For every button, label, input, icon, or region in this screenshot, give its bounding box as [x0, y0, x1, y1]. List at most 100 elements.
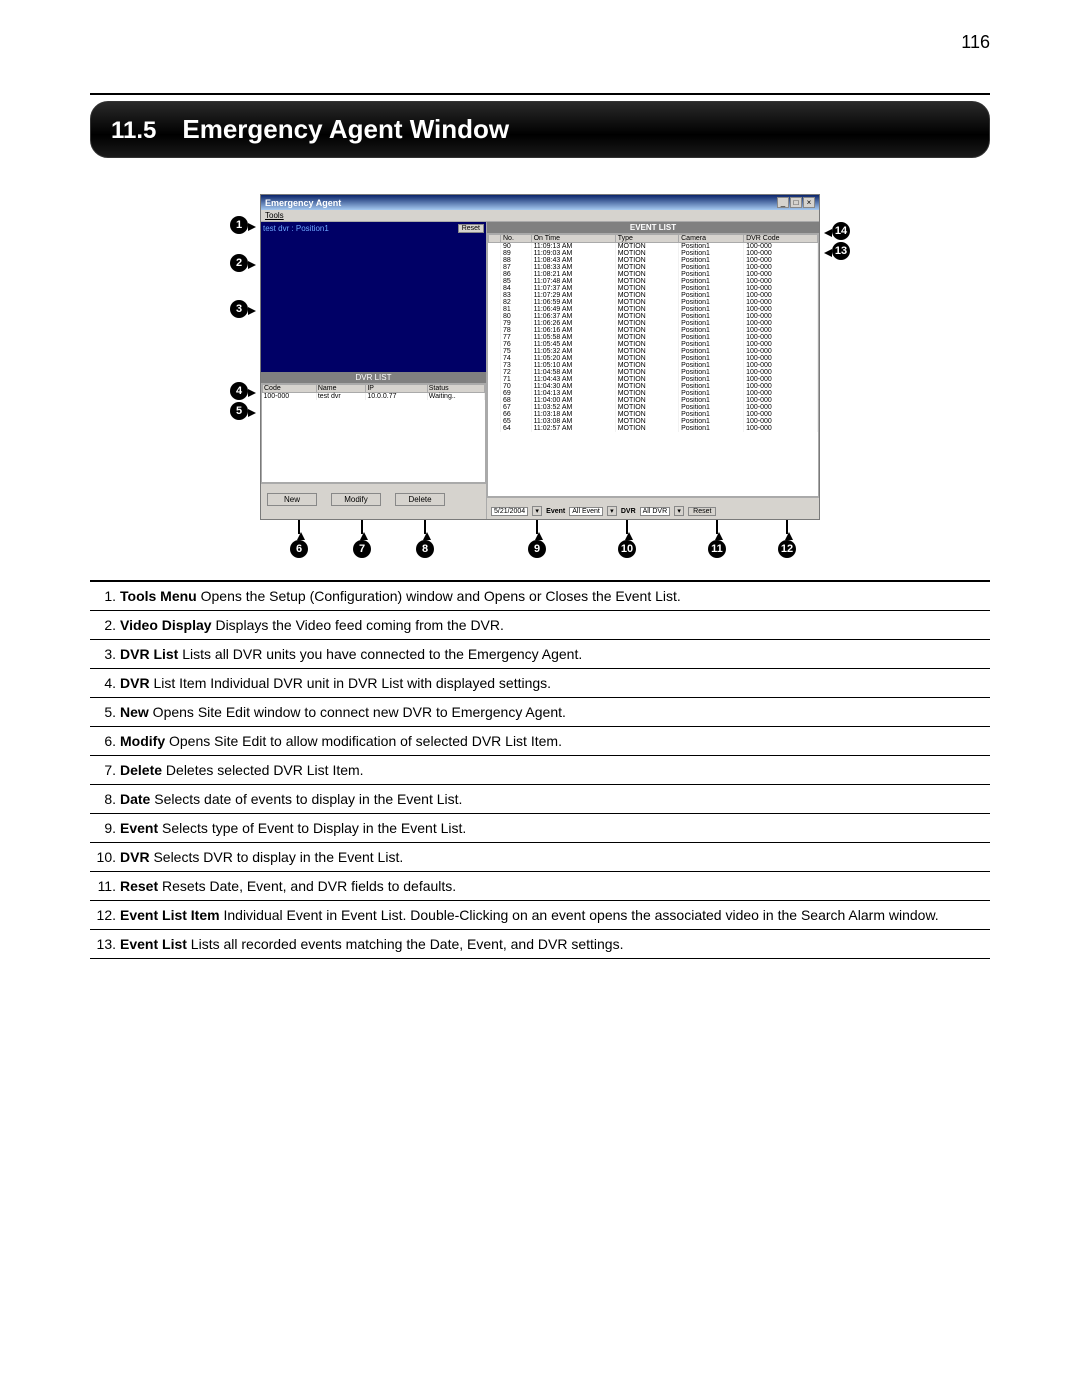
dvr-cell: test dvr [316, 393, 366, 401]
event-table-row[interactable]: 8511:07:48 AMMOTIONPosition1100-000 [489, 278, 818, 285]
event-cell [489, 404, 501, 411]
callout-7: 7 [353, 540, 371, 558]
modify-button[interactable]: Modify [331, 493, 381, 506]
event-cell: MOTION [615, 250, 678, 257]
event-table-row[interactable]: 7311:05:10 AMMOTIONPosition1100-000 [489, 362, 818, 369]
event-select[interactable]: All Event [569, 507, 603, 516]
event-cell: 100-000 [744, 285, 818, 292]
event-header-row: No. On Time Type Camera DVR Code [489, 235, 818, 243]
event-cell: 11:08:43 AM [531, 257, 615, 264]
event-cell: 100-000 [744, 397, 818, 404]
description-row: 11.Reset Resets Date, Event, and DVR fie… [90, 872, 990, 901]
dvr-dropdown-icon[interactable]: ▾ [674, 506, 684, 516]
app-window: Emergency Agent _ □ × Tools test dvr : P… [260, 194, 820, 520]
event-cell: 100-000 [744, 411, 818, 418]
event-cell: 90 [501, 243, 532, 251]
event-table-row[interactable]: 6711:03:52 AMMOTIONPosition1100-000 [489, 404, 818, 411]
description-number: 3. [90, 640, 120, 669]
event-table-row[interactable]: 8211:06:59 AMMOTIONPosition1100-000 [489, 299, 818, 306]
event-table-row[interactable]: 6411:02:57 AMMOTIONPosition1100-000 [489, 425, 818, 432]
event-cell: 100-000 [744, 341, 818, 348]
event-dropdown-icon[interactable]: ▾ [607, 506, 617, 516]
event-table-row[interactable]: 7811:06:16 AMMOTIONPosition1100-000 [489, 327, 818, 334]
event-table-row[interactable]: 7111:04:43 AMMOTIONPosition1100-000 [489, 376, 818, 383]
event-table-row[interactable]: 7711:05:58 AMMOTIONPosition1100-000 [489, 334, 818, 341]
description-text: DVR Selects DVR to display in the Event … [120, 843, 990, 872]
event-cell [489, 292, 501, 299]
event-table-row[interactable]: 8111:06:49 AMMOTIONPosition1100-000 [489, 306, 818, 313]
event-cell: Position1 [679, 376, 744, 383]
description-list: 1.Tools Menu Opens the Setup (Configurat… [90, 580, 990, 959]
left-pane: test dvr : Position1 Reset DVR LIST Code… [261, 222, 486, 519]
event-cell: 100-000 [744, 306, 818, 313]
event-cell: 85 [501, 278, 532, 285]
event-cell: MOTION [615, 362, 678, 369]
event-cell: Position1 [679, 397, 744, 404]
description-number: 12. [90, 901, 120, 930]
event-cell: 77 [501, 334, 532, 341]
event-cell: 11:02:57 AM [531, 425, 615, 432]
event-table-row[interactable]: 8411:07:37 AMMOTIONPosition1100-000 [489, 285, 818, 292]
description-term: New [120, 704, 149, 720]
date-field[interactable]: 5/21/2004 [491, 507, 528, 516]
event-cell: 11:04:00 AM [531, 397, 615, 404]
event-table-row[interactable]: 8011:06:37 AMMOTIONPosition1100-000 [489, 313, 818, 320]
event-cell [489, 397, 501, 404]
dvr-select[interactable]: All DVR [640, 507, 671, 516]
event-table-row[interactable]: 8311:07:29 AMMOTIONPosition1100-000 [489, 292, 818, 299]
description-row: 12.Event List Item Individual Event in E… [90, 901, 990, 930]
event-table-row[interactable]: 8711:08:33 AMMOTIONPosition1100-000 [489, 264, 818, 271]
event-cell: 11:04:43 AM [531, 376, 615, 383]
description-term: Event List [120, 936, 187, 952]
delete-button[interactable]: Delete [395, 493, 445, 506]
event-cell [489, 285, 501, 292]
callout-14: 14 [832, 222, 850, 240]
description-text: Video Display Displays the Video feed co… [120, 611, 990, 640]
event-cell: Position1 [679, 404, 744, 411]
event-table-row[interactable]: 6811:04:00 AMMOTIONPosition1100-000 [489, 397, 818, 404]
event-label: Event [546, 508, 565, 515]
reset-button[interactable]: Reset [688, 507, 716, 516]
minimize-icon[interactable]: _ [777, 197, 789, 208]
event-table-row[interactable]: 7611:05:45 AMMOTIONPosition1100-000 [489, 341, 818, 348]
event-cell [489, 411, 501, 418]
event-table-row[interactable]: 7511:05:32 AMMOTIONPosition1100-000 [489, 348, 818, 355]
tools-menu[interactable]: Tools [265, 211, 284, 220]
event-table-row[interactable]: 8611:08:21 AMMOTIONPosition1100-000 [489, 271, 818, 278]
event-table-row[interactable]: 8911:09:03 AMMOTIONPosition1100-000 [489, 250, 818, 257]
close-icon[interactable]: × [803, 197, 815, 208]
event-table-row[interactable]: 7211:04:58 AMMOTIONPosition1100-000 [489, 369, 818, 376]
description-term: DVR [120, 675, 150, 691]
section-number: 11.5 [111, 117, 156, 145]
video-reset-button[interactable]: Reset [458, 224, 484, 233]
event-cell: MOTION [615, 348, 678, 355]
event-cell: MOTION [615, 320, 678, 327]
event-table-row[interactable]: 7911:06:26 AMMOTIONPosition1100-000 [489, 320, 818, 327]
dvr-table-row[interactable]: 100-000 test dvr 10.0.0.77 Waiting.. [263, 393, 485, 401]
event-table-row[interactable]: 6611:03:18 AMMOTIONPosition1100-000 [489, 411, 818, 418]
event-cell: 72 [501, 369, 532, 376]
event-cell: 11:06:26 AM [531, 320, 615, 327]
event-cell: 100-000 [744, 264, 818, 271]
event-cell: 11:05:20 AM [531, 355, 615, 362]
video-display[interactable]: test dvr : Position1 Reset [261, 222, 486, 372]
event-cell: 100-000 [744, 320, 818, 327]
ev-col-dvrcode: DVR Code [744, 235, 818, 243]
event-table-row[interactable]: 9011:09:13 AMMOTIONPosition1100-000 [489, 243, 818, 251]
event-cell: 100-000 [744, 362, 818, 369]
event-table-row[interactable]: 7411:05:20 AMMOTIONPosition1100-000 [489, 355, 818, 362]
event-cell: MOTION [615, 355, 678, 362]
event-table-row[interactable]: 8811:08:43 AMMOTIONPosition1100-000 [489, 257, 818, 264]
event-table-row[interactable]: 6911:04:13 AMMOTIONPosition1100-000 [489, 390, 818, 397]
event-cell: 100-000 [744, 355, 818, 362]
event-cell: MOTION [615, 390, 678, 397]
event-cell: 11:06:37 AM [531, 313, 615, 320]
description-body: Displays the Video feed coming from the … [212, 617, 504, 633]
date-dropdown-icon[interactable]: ▾ [532, 506, 542, 516]
new-button[interactable]: New [267, 493, 317, 506]
event-table-row[interactable]: 6511:03:08 AMMOTIONPosition1100-000 [489, 418, 818, 425]
maximize-icon[interactable]: □ [790, 197, 802, 208]
event-table-row[interactable]: 7011:04:30 AMMOTIONPosition1100-000 [489, 383, 818, 390]
event-cell: 71 [501, 376, 532, 383]
event-cell: 11:07:37 AM [531, 285, 615, 292]
